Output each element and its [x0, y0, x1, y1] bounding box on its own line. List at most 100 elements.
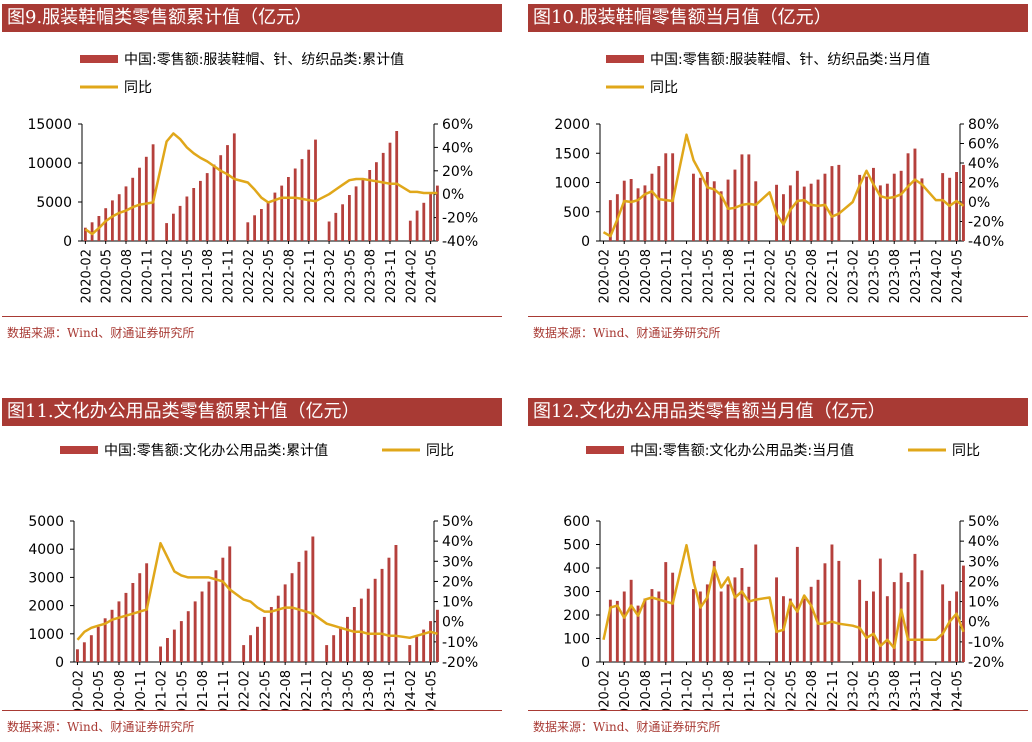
bar — [865, 600, 868, 662]
bar — [212, 164, 216, 241]
x-tick-label: 2023-11 — [909, 249, 924, 303]
x-tick-label: 2021-02 — [681, 249, 696, 303]
x-tick-label: 2022-02 — [242, 249, 257, 303]
bar — [104, 208, 108, 241]
x-tick-label: 2023-08 — [364, 249, 379, 303]
bar — [436, 609, 439, 662]
bar — [307, 149, 311, 241]
bar — [415, 636, 419, 662]
y-tick-label: 15000 — [27, 117, 72, 133]
bar — [664, 562, 668, 662]
bar — [906, 582, 910, 662]
y-tick-label: 200 — [563, 608, 590, 624]
bar — [712, 560, 716, 662]
bar — [84, 227, 87, 241]
y2-tick-label: 0% — [442, 615, 464, 631]
bar — [913, 148, 917, 241]
source-divider — [2, 710, 502, 711]
y2-tick-label: 30% — [968, 554, 999, 570]
chart-svg: 200015001000500080%60%40%20%0%-20%-40%20… — [554, 52, 1004, 303]
x-tick-label: 2020-08 — [639, 670, 654, 710]
legend-bar-swatch — [586, 446, 624, 454]
bar — [872, 167, 875, 241]
y2-tick-label: -20% — [442, 655, 478, 671]
bar — [249, 635, 252, 662]
bar — [802, 186, 806, 241]
bar — [145, 563, 149, 662]
bar — [408, 645, 412, 662]
x-tick-label: 2021-02 — [681, 670, 696, 710]
bar — [726, 584, 730, 662]
y-tick-label: 300 — [563, 585, 590, 601]
panel-title: 图10.服装鞋帽零售额当月值（亿元） — [528, 4, 1028, 32]
x-tick-label: 2020-02 — [597, 670, 612, 710]
x-tick-label: 2024-05 — [951, 670, 966, 710]
x-tick-label: 2022-02 — [764, 249, 779, 303]
panel-title: 图12.文化办公用品类零售额当月值（亿元） — [528, 398, 1028, 426]
bar — [186, 611, 190, 662]
x-tick-label: 2024-05 — [425, 249, 440, 303]
bar — [865, 176, 868, 241]
y2-tick-label: 10% — [442, 595, 473, 611]
y-tick-label: 10000 — [27, 156, 72, 172]
chart-panel-1: 图9.服装鞋帽类零售额累计值（亿元） 15000 10000 5000 0 60% 40%… — [2, 4, 502, 344]
bar — [615, 600, 619, 662]
bar — [185, 196, 189, 241]
y2-tick-label: 60% — [968, 137, 999, 153]
y2-tick-label: 40% — [968, 534, 999, 550]
chart-panel-2: 图10.服装鞋帽零售额当月值（亿元） 2000 1500 1000 500 0 80% 60… — [528, 4, 1028, 344]
bar — [788, 185, 792, 241]
chart-plot-area: 600 500 400 300 200 100 0 50% 40% 30% 20% 10% 0% -10%… — [528, 430, 1028, 710]
bar — [955, 172, 958, 241]
bar — [726, 179, 730, 241]
panel-title: 图11.文化办公用品类零售额累计值（亿元） — [2, 398, 502, 426]
bar — [920, 570, 924, 662]
bar — [941, 173, 945, 241]
bar — [913, 553, 917, 662]
panel-title: 图9.服装鞋帽类零售额累计值（亿元） — [2, 4, 502, 32]
bar — [775, 577, 778, 662]
yoy-line — [602, 133, 965, 238]
bar — [76, 649, 79, 662]
y-tick-label: 1000 — [554, 176, 590, 192]
x-tick-label: 2022-02 — [764, 670, 779, 710]
bar — [290, 573, 294, 662]
bar — [124, 186, 128, 241]
y2-tick-label: 50% — [442, 514, 473, 530]
bar — [103, 618, 107, 662]
bar — [422, 202, 426, 241]
x-tick-label: 2021-11 — [743, 670, 758, 710]
chart-panel-3: 图11.文化办公用品类零售额累计值（亿元） 5000 4000 3000 2000 10… — [2, 398, 502, 738]
x-tick-label: 2021-08 — [722, 670, 737, 710]
y2-tick-label: -10% — [442, 635, 478, 651]
bar — [110, 609, 114, 662]
bar — [124, 592, 128, 662]
bar — [144, 156, 148, 241]
bar — [740, 154, 744, 241]
x-tick-label: 2022-11 — [303, 249, 318, 303]
bar — [228, 546, 232, 662]
bar — [368, 170, 372, 241]
x-tick-label: 2023-05 — [867, 670, 882, 710]
bar — [740, 568, 744, 662]
bar — [381, 152, 385, 241]
bar — [962, 164, 965, 241]
x-tick-label: 2022-08 — [805, 249, 820, 303]
y2-tick-label: -40% — [442, 234, 478, 250]
x-tick-label: 2023-08 — [362, 670, 377, 710]
bar — [334, 212, 338, 241]
bar — [388, 142, 392, 241]
bar — [906, 153, 910, 242]
x-tick-label: 2020-08 — [639, 249, 654, 303]
bar — [293, 168, 297, 241]
bar — [283, 584, 287, 662]
bar — [878, 185, 882, 241]
bar — [747, 154, 751, 241]
bar — [327, 221, 331, 241]
y-tick-label: 0 — [581, 234, 590, 250]
bar — [96, 626, 100, 663]
bar — [131, 583, 135, 662]
bar — [636, 605, 640, 662]
chart-plot-area: 5000 4000 3000 2000 1000 0 50% 40% 30% 20% 10% 0% -1… — [2, 430, 502, 710]
bar — [207, 581, 211, 662]
